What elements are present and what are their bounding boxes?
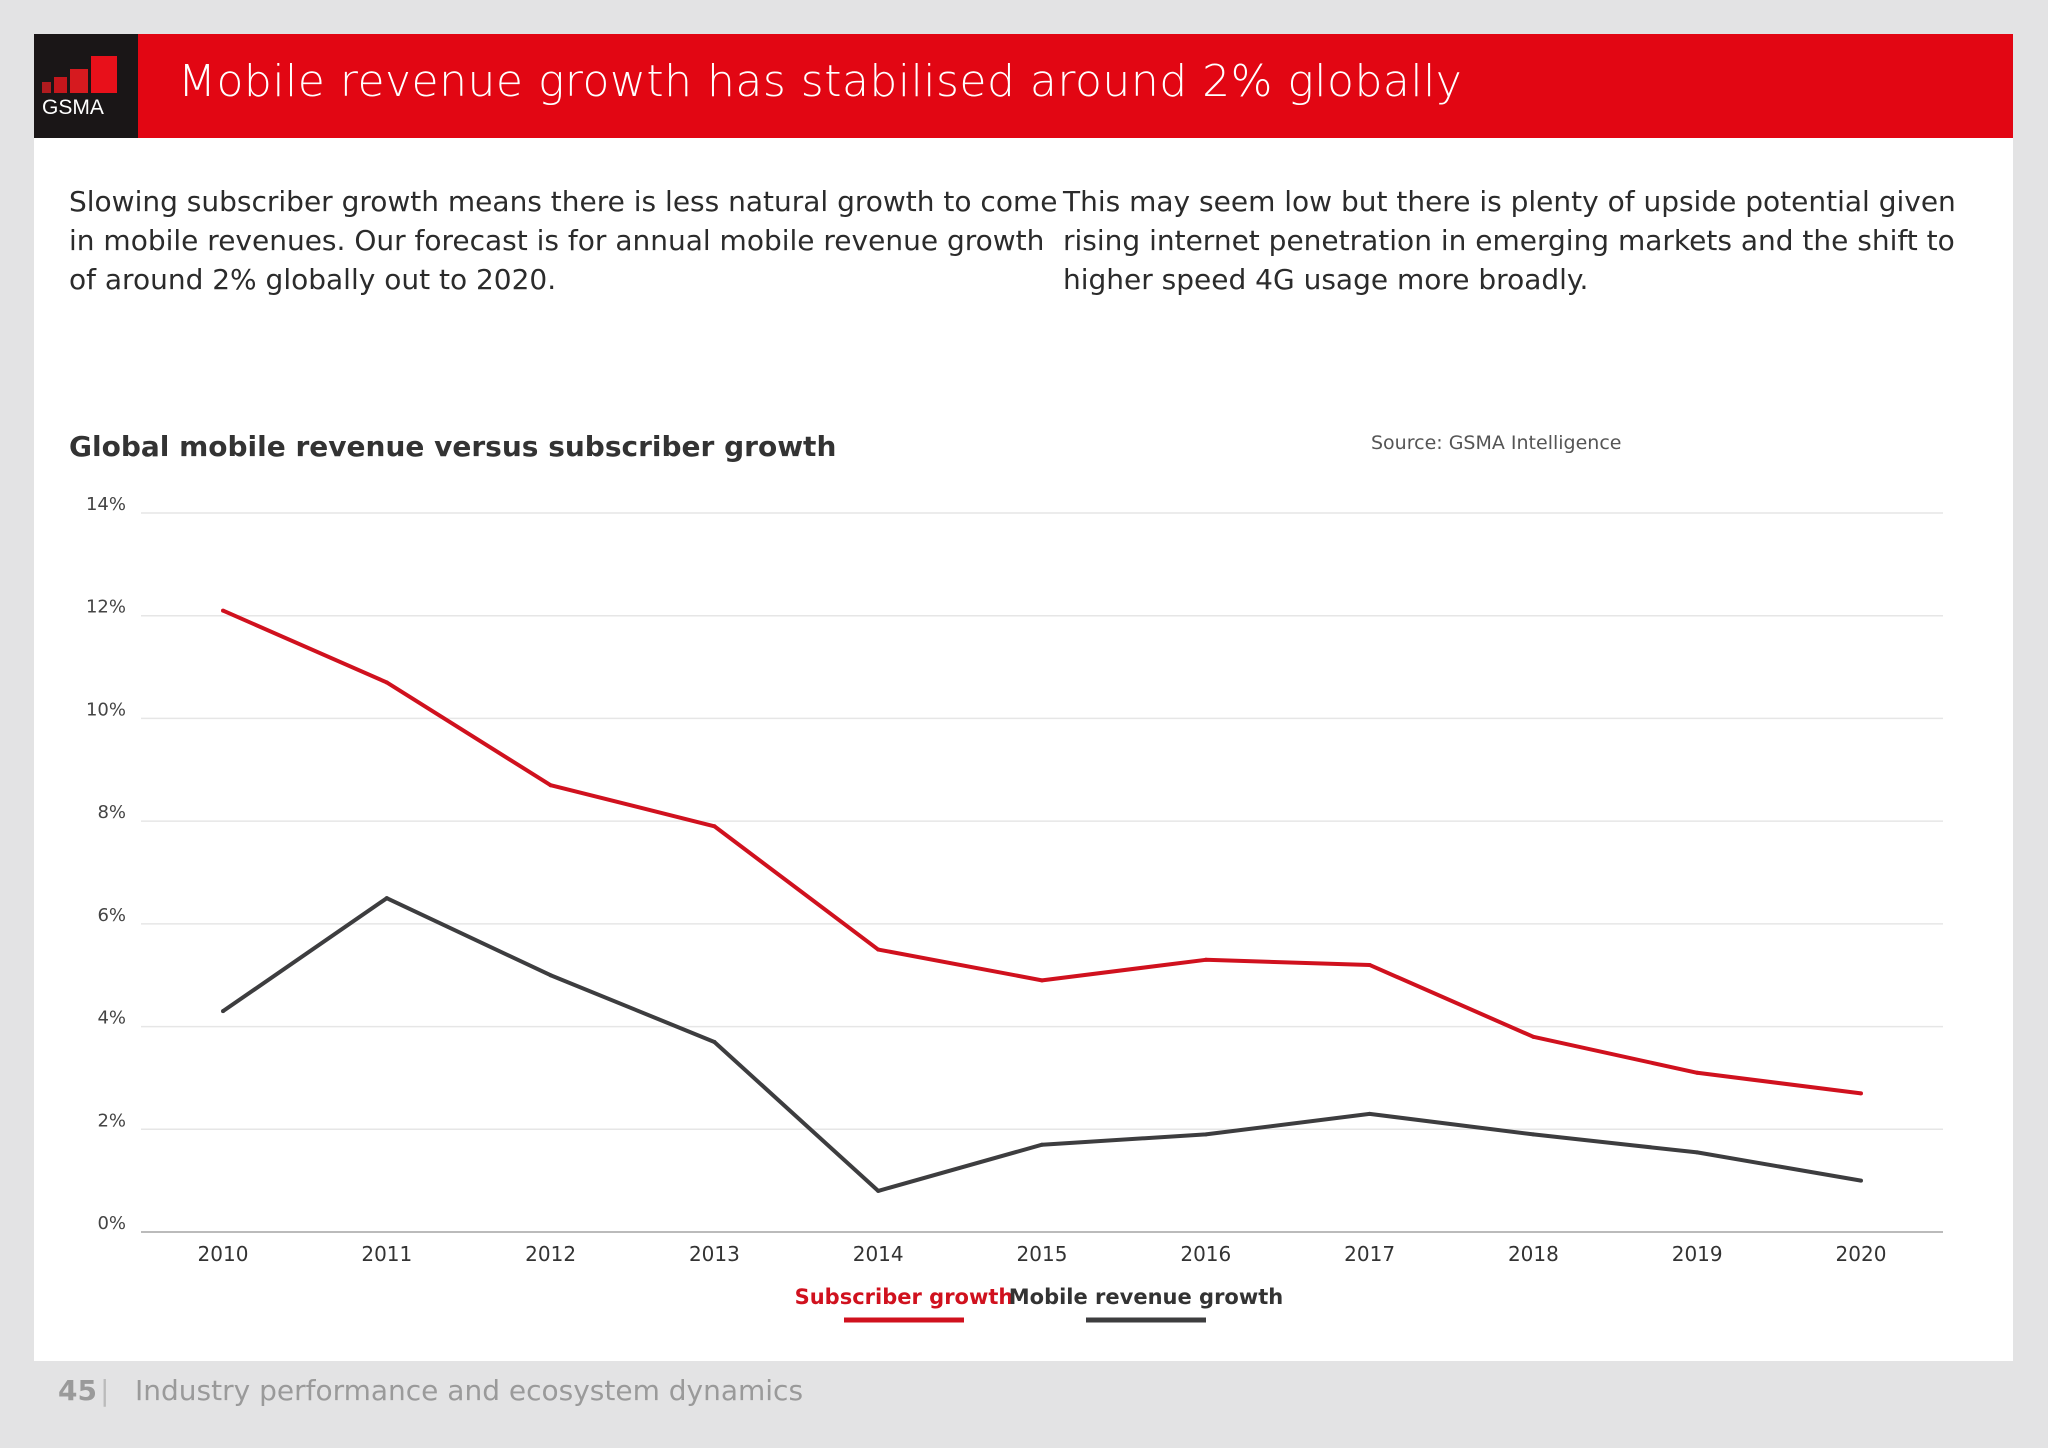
- gsma-logo-graphic: GSMA: [42, 56, 117, 119]
- x-tick-label: 2019: [1672, 1242, 1723, 1266]
- data-point: [1859, 1091, 1863, 1096]
- data-point: [1367, 1111, 1372, 1116]
- y-tick-label: 12%: [86, 597, 126, 618]
- legend-label: Subscriber growth: [795, 1285, 1014, 1309]
- data-point: [1040, 1142, 1044, 1147]
- data-point: [548, 973, 553, 978]
- data-point: [1859, 1178, 1863, 1183]
- data-point: [876, 1188, 881, 1193]
- x-tick-label: 2011: [361, 1242, 412, 1266]
- data-point: [221, 1009, 225, 1014]
- x-tick-label: 2016: [1180, 1242, 1231, 1266]
- x-tick-label: 2013: [689, 1242, 740, 1266]
- chart-source: Source: GSMA Intelligence: [1371, 432, 1622, 454]
- data-point: [876, 947, 881, 952]
- data-point: [384, 680, 389, 685]
- data-point: [1695, 1070, 1700, 1075]
- data-point: [712, 1039, 717, 1044]
- data-point: [1203, 957, 1208, 962]
- x-tick-label: 2010: [198, 1242, 249, 1266]
- footer-divider: |: [100, 1374, 110, 1407]
- line-chart: 0% 2% 4% 6% 8% 10% 12% 14% 2010 2011 2012 2013 2014 2…: [86, 494, 1943, 1323]
- header-bar: GSMA Mobile revenue growth has stabilise…: [34, 34, 2013, 138]
- x-tick-label: 2020: [1836, 1242, 1887, 1266]
- data-point: [1695, 1150, 1700, 1155]
- series-line-0: [222, 608, 1862, 1096]
- data-point: [1040, 978, 1044, 983]
- page-number: 45: [58, 1374, 97, 1407]
- series-line-1: [221, 896, 1862, 1193]
- intro-left: Slowing subscriber growth means there is…: [69, 185, 1058, 296]
- y-tick-label: 6%: [97, 905, 126, 926]
- y-tick-label: 8%: [97, 802, 126, 823]
- footer-section: Industry performance and ecosystem dynam…: [135, 1374, 804, 1407]
- data-point: [1367, 962, 1372, 967]
- y-tick-label: 0%: [97, 1213, 126, 1234]
- intro-right: This may seem low but there is plenty of…: [1063, 185, 1956, 296]
- page: GSMA Mobile revenue growth has stabilise…: [34, 34, 2013, 1361]
- data-point: [1531, 1034, 1536, 1039]
- page-title: Mobile revenue growth has stabilised aro…: [178, 56, 1463, 107]
- legend-label: Mobile revenue growth: [1009, 1285, 1284, 1309]
- chart-title: Global mobile revenue versus subscriber …: [69, 430, 837, 463]
- data-point: [384, 896, 389, 901]
- x-tick-label: 2018: [1508, 1242, 1559, 1266]
- data-point: [1531, 1132, 1536, 1137]
- y-tick-label: 14%: [86, 494, 126, 515]
- x-tick-label: 2015: [1017, 1242, 1068, 1266]
- y-tick-label: 4%: [97, 1008, 126, 1029]
- x-tick-label: 2012: [525, 1242, 576, 1266]
- gsma-logo: GSMA: [34, 34, 138, 138]
- data-point: [712, 824, 717, 829]
- x-tick-label: 2014: [853, 1242, 904, 1266]
- data-point: [221, 608, 225, 613]
- y-tick-label: 2%: [97, 1110, 126, 1131]
- data-point: [1203, 1132, 1208, 1137]
- x-tick-label: 2017: [1344, 1242, 1395, 1266]
- data-point: [548, 783, 553, 788]
- y-tick-label: 10%: [86, 699, 126, 720]
- svg-text:GSMA: GSMA: [42, 96, 104, 119]
